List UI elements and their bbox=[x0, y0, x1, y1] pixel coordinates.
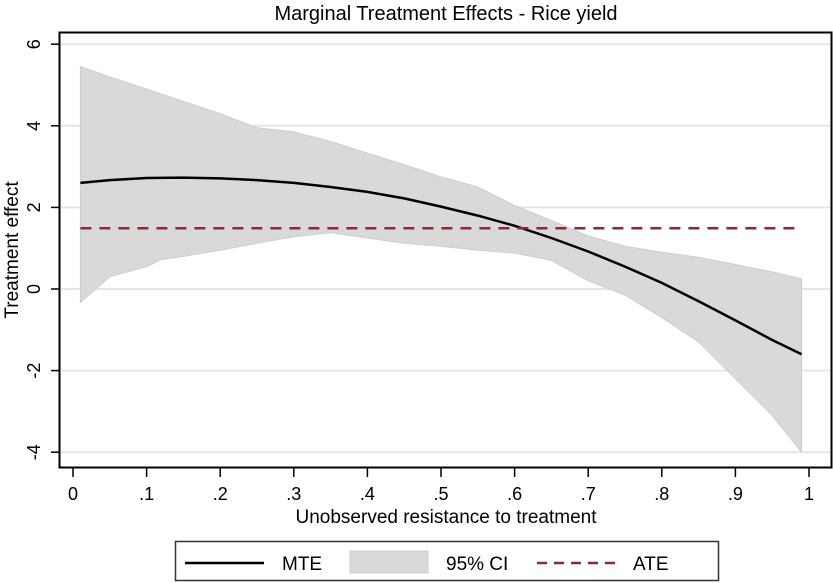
x-axis: 0 .1 .2 .3 .4 .5 .6 .7 .8 .9 1 bbox=[68, 468, 814, 504]
x-tick-label: 1 bbox=[804, 484, 814, 504]
legend: MTE 95% CI ATE bbox=[174, 540, 720, 582]
x-tick-label: .2 bbox=[213, 484, 228, 504]
mte-line bbox=[80, 176, 803, 356]
y-tick-label: 4 bbox=[24, 121, 44, 131]
legend-label-ci: 95% CI bbox=[446, 554, 508, 575]
y-axis: -4 -2 0 2 4 6 bbox=[24, 39, 59, 460]
x-tick-label: .3 bbox=[286, 484, 301, 504]
ci-band-layer bbox=[79, 65, 803, 454]
x-axis-title: Unobserved resistance to treatment bbox=[296, 507, 598, 528]
y-axis-title: Treatment effect bbox=[2, 181, 23, 319]
x-tick-label: .7 bbox=[581, 484, 596, 504]
x-tick-label: .6 bbox=[507, 484, 522, 504]
y-tick-label: -2 bbox=[24, 363, 44, 379]
legend-box bbox=[174, 540, 720, 582]
x-tick-label: .1 bbox=[139, 484, 154, 504]
legend-symbol-ci bbox=[349, 550, 429, 574]
plot-frame bbox=[58, 31, 833, 469]
x-tick-label: .5 bbox=[433, 484, 448, 504]
x-tick-label: .9 bbox=[728, 484, 743, 504]
legend-label-mte: MTE bbox=[282, 554, 322, 575]
y-tick-label: 2 bbox=[24, 202, 44, 212]
x-tick-label: .4 bbox=[360, 484, 375, 504]
y-tick-label: -4 bbox=[24, 444, 44, 460]
legend-label-ate: ATE bbox=[633, 554, 669, 575]
y-tick-label: 0 bbox=[24, 284, 44, 294]
x-tick-label: 0 bbox=[68, 484, 78, 504]
x-tick-label: .8 bbox=[654, 484, 669, 504]
chart-title: Marginal Treatment Effects - Rice yield bbox=[274, 3, 617, 25]
series-lines-layer bbox=[80, 176, 803, 356]
ci-band bbox=[79, 65, 803, 454]
y-tick-label: 6 bbox=[24, 39, 44, 49]
